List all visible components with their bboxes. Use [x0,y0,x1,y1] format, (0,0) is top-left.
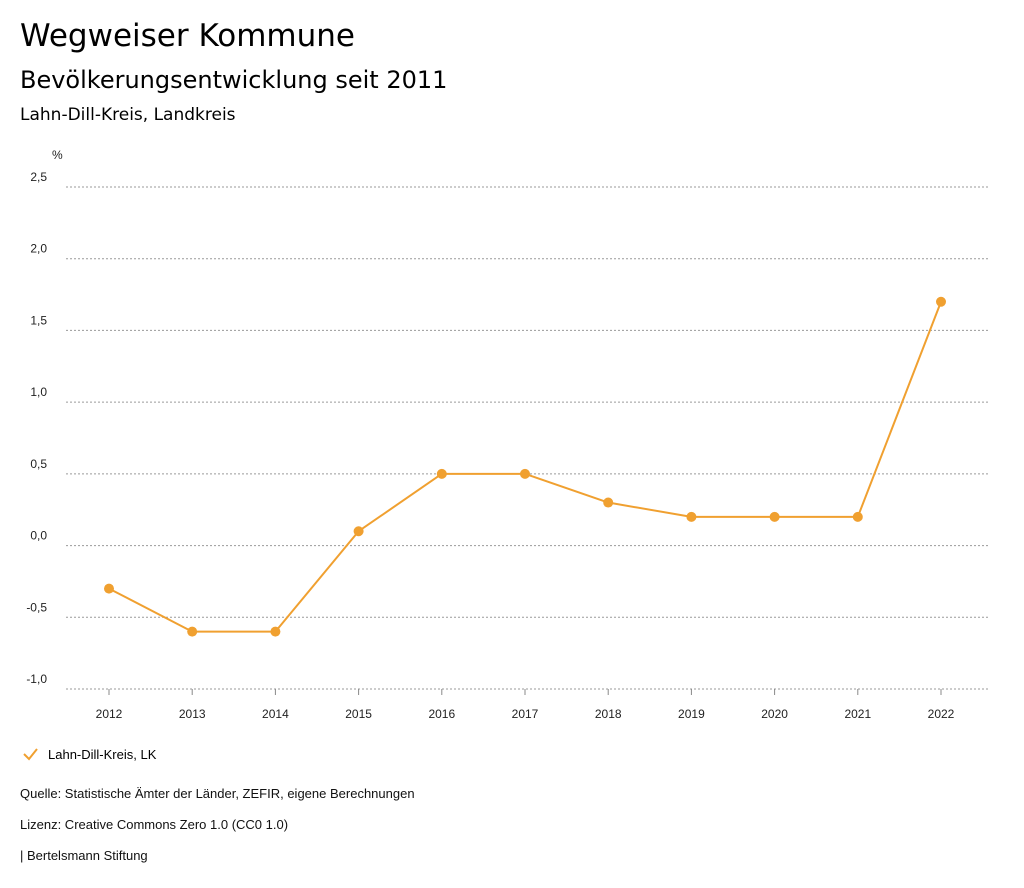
data-point[interactable] [187,626,198,637]
region-label: Lahn-Dill-Kreis, Landkreis [20,105,236,125]
series-line [108,301,942,633]
y-tick-label: 2,5 [30,170,47,184]
chart-subtitle: Bevölkerungsentwicklung seit 2011 [20,66,448,94]
y-tick-label: -0,5 [26,600,47,614]
x-tick-label: 2015 [345,707,372,721]
chart-title: Wegweiser Kommune [20,18,355,54]
y-tick-label: 1,5 [30,313,47,327]
y-unit-label: % [52,148,63,162]
y-tick-label: 2,0 [30,242,47,256]
x-axis-ticks: 2012 2013 2014 2015 2016 2017 2018 2019 2020 2021… [96,689,955,721]
y-tick-label: 1,0 [30,385,47,399]
data-point[interactable] [353,526,364,537]
x-tick-label: 2020 [761,707,788,721]
y-axis-ticks: -1,0 -0,5 0,0 0,5 1,0 1,5 2,0 2,5 [26,170,47,686]
y-tick-label: 0,5 [30,457,47,471]
legend[interactable]: Lahn-Dill-Kreis, LK [20,744,156,764]
publisher-note: | Bertelsmann Stiftung [20,848,148,863]
x-tick-label: 2021 [844,707,871,721]
legend-label: Lahn-Dill-Kreis, LK [48,746,157,762]
x-tick-label: 2013 [179,707,206,721]
data-point[interactable] [520,468,530,479]
data-point[interactable] [769,511,780,522]
check-icon [23,748,38,761]
x-tick-label: 2012 [96,707,123,721]
data-point[interactable] [104,583,114,594]
y-tick-label: -1,0 [26,672,47,686]
data-point[interactable] [603,497,614,508]
data-point[interactable] [270,626,281,637]
license-note: Lizenz: Creative Commons Zero 1.0 (CC0 1… [20,817,289,832]
x-tick-label: 2019 [678,707,705,721]
y-tick-label: 0,0 [30,529,47,543]
x-tick-label: 2017 [512,707,539,721]
x-tick-label: 2018 [595,707,622,721]
data-point[interactable] [686,511,697,522]
source-note: Quelle: Statistische Ämter der Länder, Z… [20,786,415,801]
x-tick-label: 2016 [428,707,455,721]
line-chart: % -1,0-0,50,00,51,01,52,02,5 2012 2013 201… [26,148,990,721]
data-point[interactable] [436,468,447,479]
series-layer [104,296,946,637]
data-point[interactable] [852,511,863,522]
x-tick-label: 2014 [262,707,289,721]
x-tick-label: 2022 [928,707,955,721]
data-point[interactable] [936,296,946,307]
grid-layer [66,186,990,690]
